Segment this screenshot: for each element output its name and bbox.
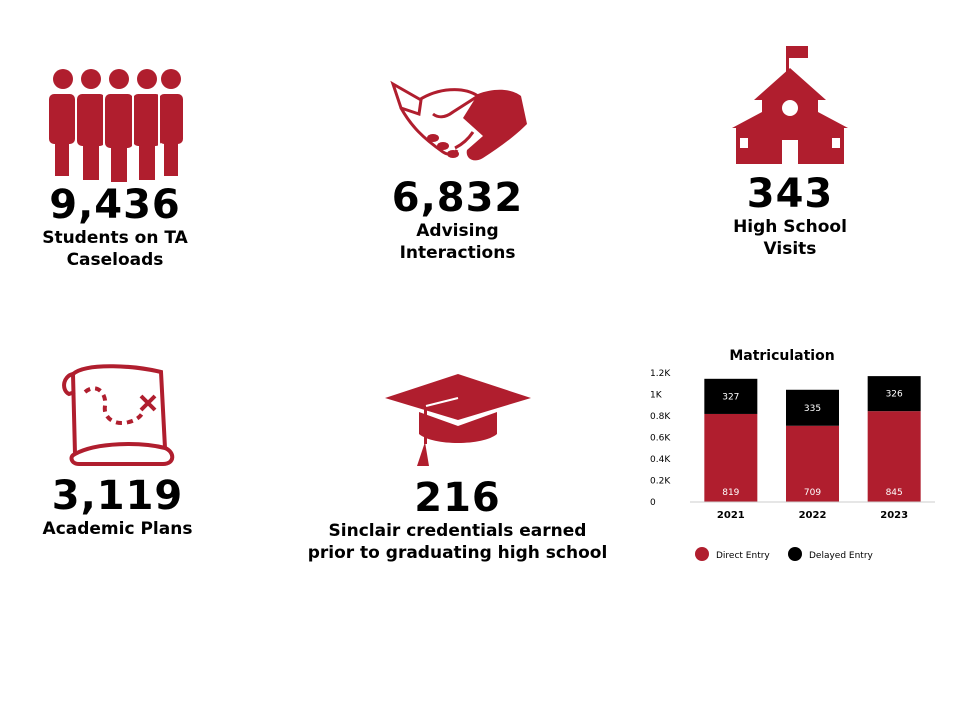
stat-advising: 6,832 Advising Interactions [360, 78, 555, 264]
stat-academic-plans: 3,119 Academic Plans [20, 360, 215, 540]
bar-data-label: 335 [804, 404, 821, 414]
stat-credentials: 216 Sinclair credentials earned prior to… [290, 372, 625, 564]
y-tick-label: 0 [650, 498, 656, 508]
stat-students: 9,436 Students on TA Caseloads [20, 68, 210, 271]
bar-data-label: 327 [722, 392, 739, 402]
bar-segment [786, 389, 839, 426]
y-tick-label: 0.8K [650, 412, 671, 422]
legend-label: Delayed Entry [809, 551, 874, 561]
legend-swatch [788, 547, 802, 561]
y-tick-label: 0.2K [650, 477, 671, 487]
y-tick-label: 0.4K [650, 455, 671, 465]
stat-value: 6,832 [391, 175, 524, 221]
stat-school-visits: 343 High School Visits [690, 44, 890, 260]
bar-segment [704, 413, 758, 502]
handshake-icon [389, 80, 527, 161]
y-tick-label: 1.2K [650, 369, 671, 379]
stat-label-line: prior to graduating high school [307, 543, 608, 563]
stat-label-line: Visits [763, 239, 817, 259]
bar-data-label: 845 [886, 488, 903, 498]
graduation-cap-icon [384, 374, 531, 466]
people-group-icon [49, 69, 183, 182]
x-tick-label: 2023 [880, 510, 908, 521]
stat-label-line: Academic Plans [42, 519, 193, 539]
stat-label-line: Sinclair credentials earned [328, 521, 587, 541]
stat-label-line: Caseloads [66, 250, 164, 270]
stat-value: 9,436 [49, 182, 181, 228]
stat-value: 3,119 [51, 473, 184, 519]
stat-label-line: Advising [416, 221, 499, 241]
bar-segment [786, 425, 839, 502]
bar-segment [867, 376, 921, 412]
stat-value: 343 [746, 171, 834, 217]
matriculation-chart: Matriculation 0 0.2K 0.4K 0.6K 0.8K 1K 1.2K 81… [640, 340, 940, 570]
legend-swatch [695, 547, 709, 561]
x-tick-label: 2021 [717, 510, 745, 521]
stat-label-line: Students on TA [42, 228, 188, 248]
chart-svg: Matriculation 0 0.2K 0.4K 0.6K 0.8K 1K 1.2K 81… [650, 348, 935, 561]
chart-title: Matriculation [729, 348, 834, 364]
x-tick-label: 2022 [799, 510, 827, 521]
bar-segment [867, 411, 921, 502]
schoolhouse-icon [732, 46, 848, 164]
bar-segment [704, 378, 758, 414]
bar-data-label: 709 [804, 488, 821, 498]
stat-label-line: Interactions [399, 243, 516, 263]
bar-data-label: 819 [722, 488, 739, 498]
legend-label: Direct Entry [716, 551, 770, 561]
stat-value: 216 [414, 475, 501, 521]
y-tick-label: 0.6K [650, 434, 671, 444]
stat-label-line: High School [733, 217, 847, 237]
bar-data-label: 326 [886, 390, 903, 400]
y-tick-label: 1K [650, 391, 663, 401]
treasure-map-icon [61, 364, 174, 466]
